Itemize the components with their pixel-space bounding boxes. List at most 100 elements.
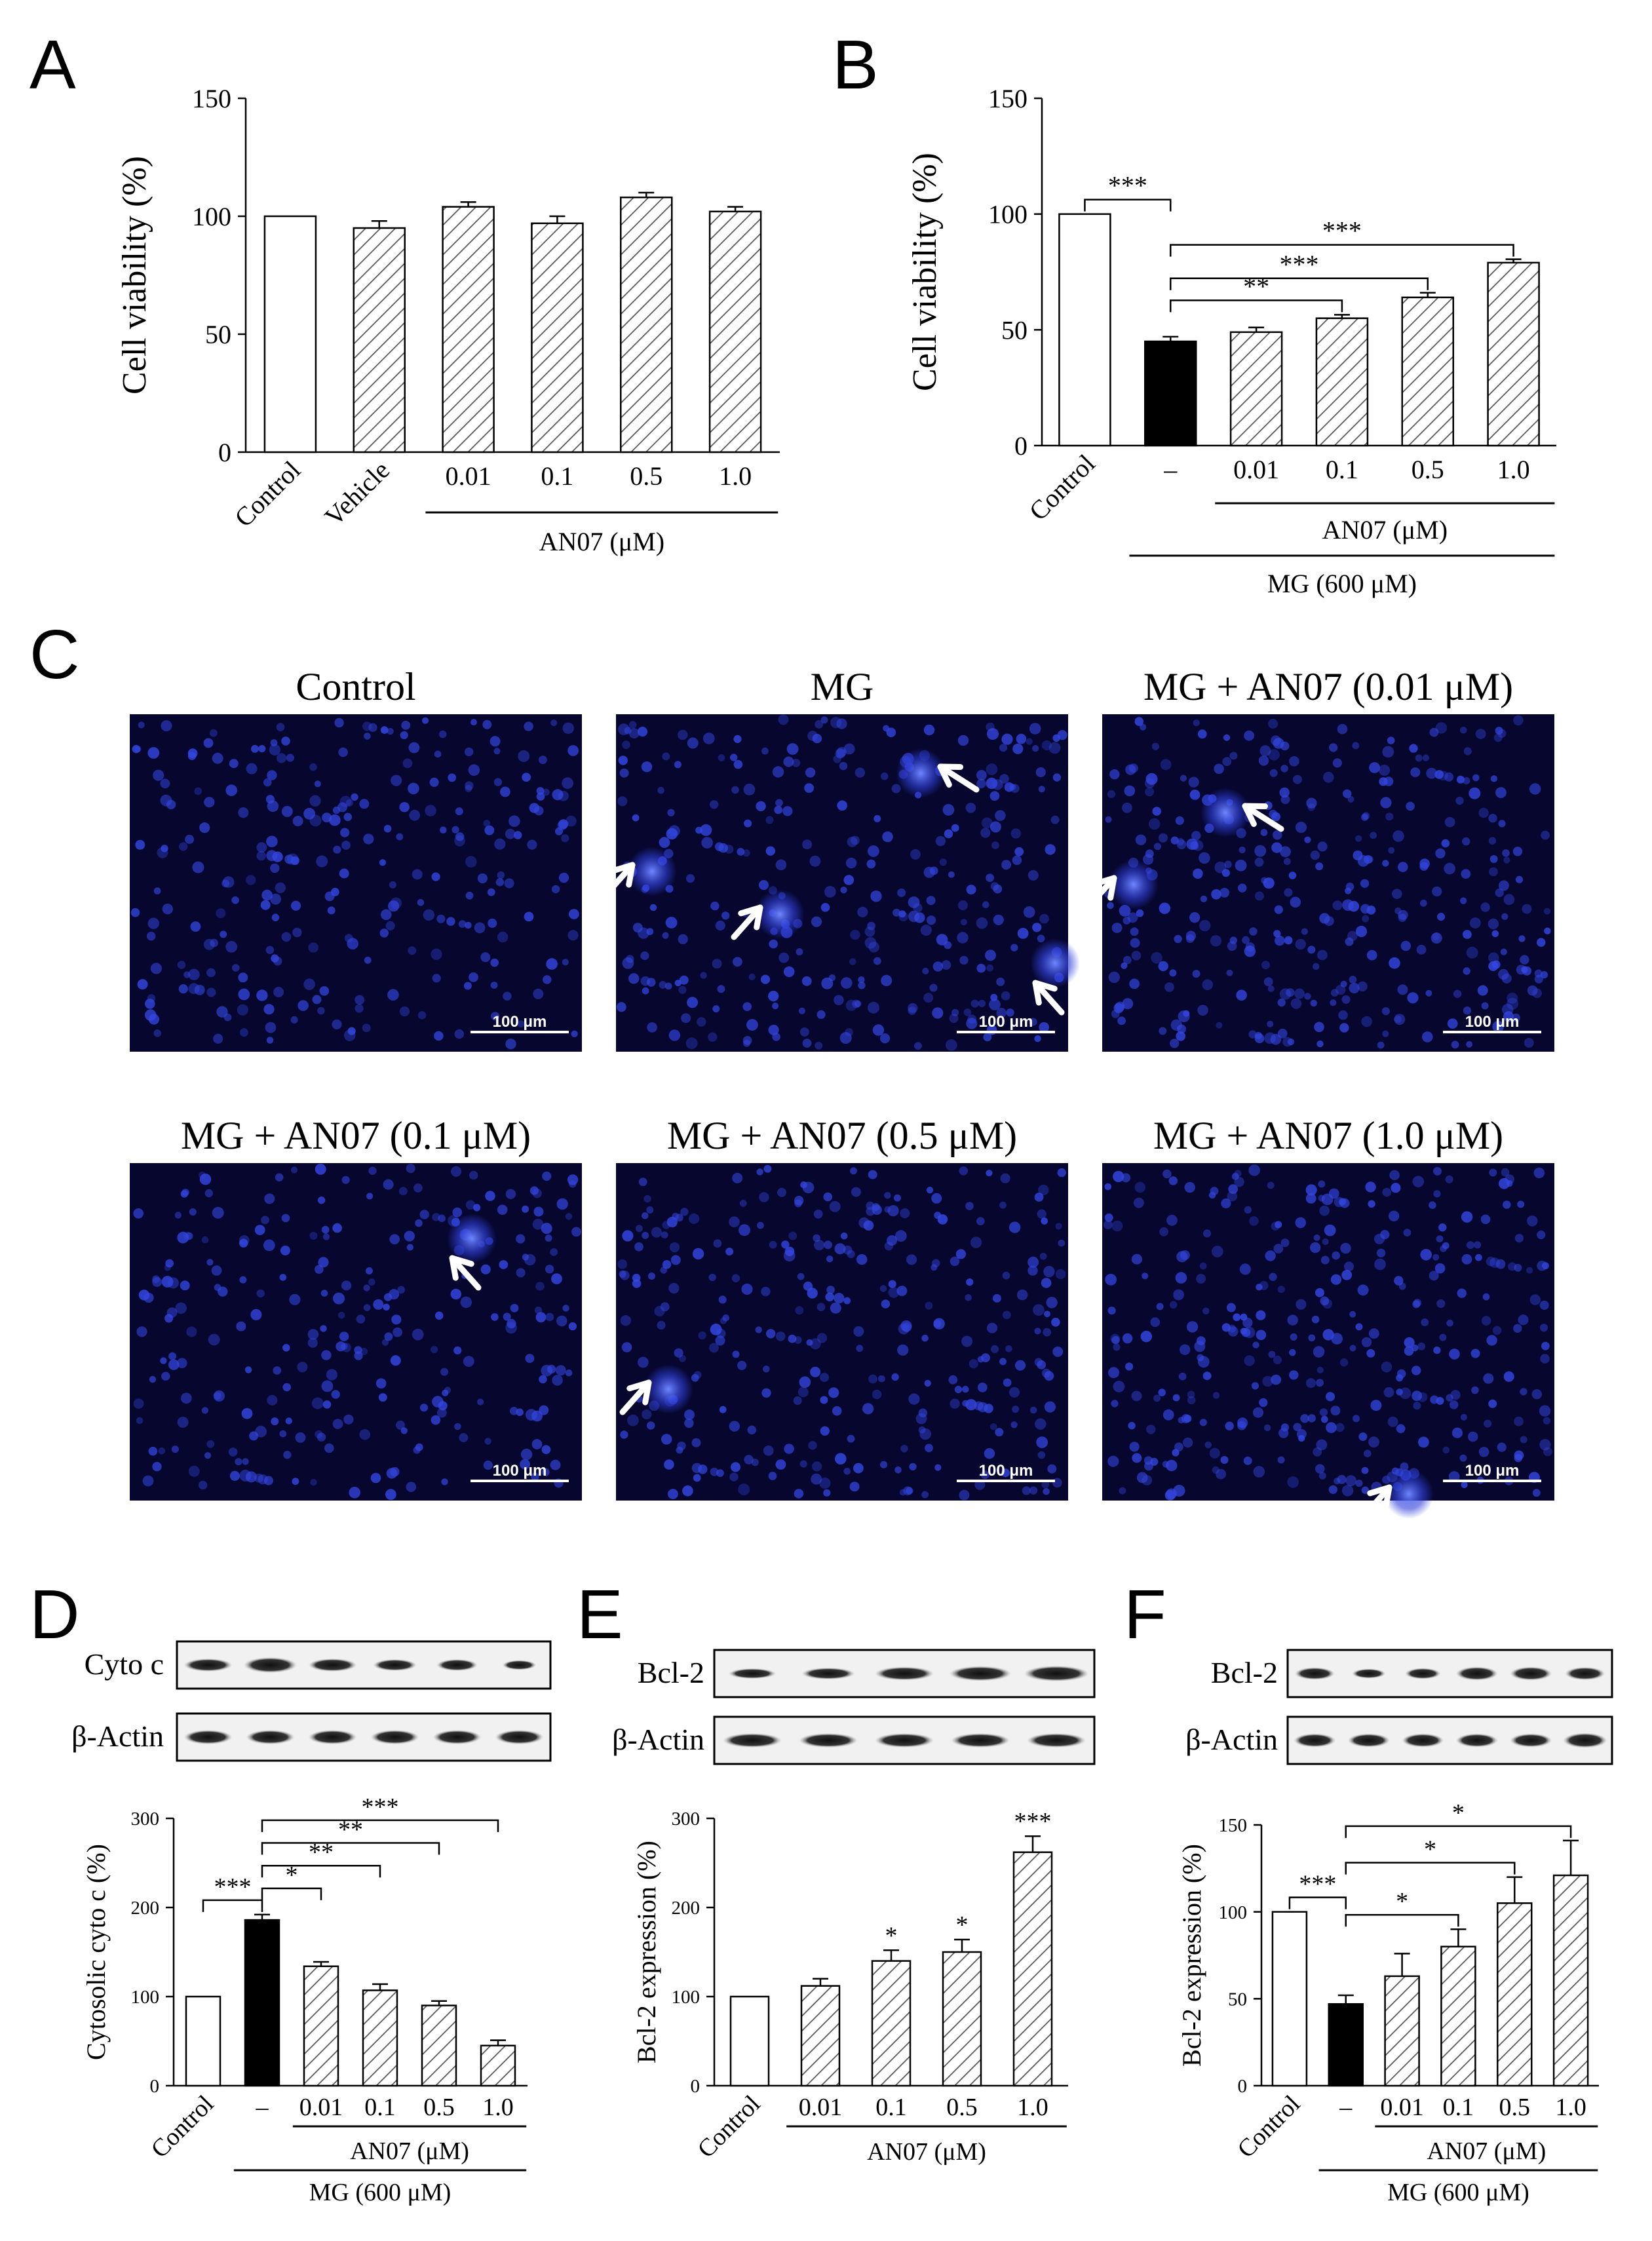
nucleus — [1318, 1472, 1326, 1480]
nucleus — [1317, 949, 1328, 961]
nucleus — [198, 1480, 208, 1490]
nucleus — [996, 977, 1005, 986]
nucleus — [908, 1003, 918, 1013]
nucleus — [441, 1478, 448, 1485]
nucleus — [775, 1331, 786, 1341]
nucleus — [258, 1474, 268, 1485]
nucleus — [415, 1443, 423, 1451]
nucleus — [1254, 891, 1264, 901]
nucleus — [1187, 1390, 1195, 1398]
nucleus — [1335, 1423, 1345, 1432]
nucleus — [385, 1489, 396, 1501]
nucleus — [989, 821, 1001, 833]
nucleus — [1012, 1406, 1020, 1413]
y-tick-label: 150 — [192, 84, 231, 113]
nucleus — [1475, 1254, 1482, 1261]
blot-strip — [1286, 1715, 1613, 1765]
nucleus — [866, 1206, 875, 1216]
nucleus — [541, 1445, 551, 1455]
nucleus — [687, 997, 699, 1008]
nucleus — [1527, 1216, 1538, 1227]
nucleus — [1212, 1466, 1220, 1474]
nucleus — [446, 917, 455, 926]
nucleus — [1143, 1456, 1153, 1465]
nucleus — [1287, 1314, 1298, 1326]
nucleus — [965, 1202, 974, 1210]
nucleus — [733, 759, 743, 769]
nucleus — [1178, 1372, 1187, 1381]
nucleus — [936, 934, 948, 946]
nucleus — [850, 1167, 857, 1175]
nucleus — [509, 1407, 518, 1415]
micrograph-title: MG + AN07 (0.1 μM) — [181, 1114, 531, 1157]
bar — [480, 2044, 516, 2087]
nucleus — [1361, 1466, 1369, 1474]
micrograph-title: Control — [296, 665, 415, 708]
nucleus — [1416, 944, 1427, 955]
nucleus — [310, 1479, 317, 1486]
nucleus — [1169, 969, 1177, 977]
nucleus — [1261, 961, 1270, 970]
nucleus — [783, 756, 794, 767]
nucleus — [1107, 1307, 1116, 1315]
nucleus — [794, 1489, 804, 1499]
nucleus — [1501, 913, 1508, 921]
nucleus — [1387, 1416, 1398, 1427]
nucleus — [1463, 967, 1470, 975]
nucleus — [275, 1173, 284, 1182]
nucleus — [1307, 803, 1315, 811]
nucleus — [136, 1417, 144, 1425]
nucleus — [432, 1213, 440, 1221]
micrograph-title: MG — [811, 665, 874, 708]
nucleus — [758, 880, 769, 891]
nucleus — [454, 1029, 465, 1039]
nucleus — [1357, 981, 1368, 992]
nucleus — [977, 1383, 988, 1392]
nucleus — [546, 958, 558, 970]
nucleus — [908, 1006, 916, 1015]
nucleus — [152, 1276, 163, 1287]
nucleus — [452, 1207, 463, 1217]
nucleus — [1396, 1424, 1406, 1434]
nucleus — [1035, 1418, 1047, 1430]
scale-bar-label: 100 μm — [979, 1462, 1033, 1480]
nucleus — [527, 839, 537, 850]
nucleus — [309, 795, 321, 807]
nucleus — [969, 1359, 978, 1369]
nucleus — [959, 955, 969, 965]
nucleus — [839, 1032, 852, 1044]
nucleus — [164, 1264, 171, 1271]
nucleus — [1412, 1366, 1421, 1375]
nucleus — [1418, 1436, 1429, 1448]
nucleus — [823, 1489, 831, 1497]
nucleus — [1221, 1198, 1231, 1209]
micrograph: 100 μm — [616, 1163, 1068, 1501]
arrow-head — [738, 904, 763, 930]
nucleus — [1441, 839, 1450, 848]
nucleus — [1520, 955, 1529, 965]
nucleus — [760, 974, 771, 984]
blot-band — [949, 1666, 1012, 1681]
arrow-head — [1092, 875, 1117, 901]
nucleus — [1008, 1221, 1021, 1233]
nucleus — [232, 964, 240, 972]
nucleus — [884, 1192, 891, 1199]
nucleus — [189, 1208, 197, 1216]
nucleus — [1175, 1272, 1187, 1284]
nucleus — [732, 1350, 740, 1358]
nucleus — [1337, 723, 1348, 735]
nucleus — [858, 976, 865, 984]
nucleus — [1105, 1273, 1117, 1286]
nucleus — [1440, 1245, 1447, 1252]
nucleus — [1304, 993, 1311, 1000]
nucleus — [898, 910, 906, 918]
nucleus — [1540, 1354, 1550, 1364]
nucleus — [863, 1220, 874, 1231]
apoptotic-cluster — [447, 1214, 497, 1263]
nucleus — [1268, 1350, 1276, 1358]
blot-band — [370, 1730, 419, 1744]
nucleus — [499, 1260, 509, 1269]
blot-band — [1352, 1668, 1386, 1679]
nucleus — [1224, 860, 1232, 868]
nucleus — [1287, 1038, 1295, 1046]
